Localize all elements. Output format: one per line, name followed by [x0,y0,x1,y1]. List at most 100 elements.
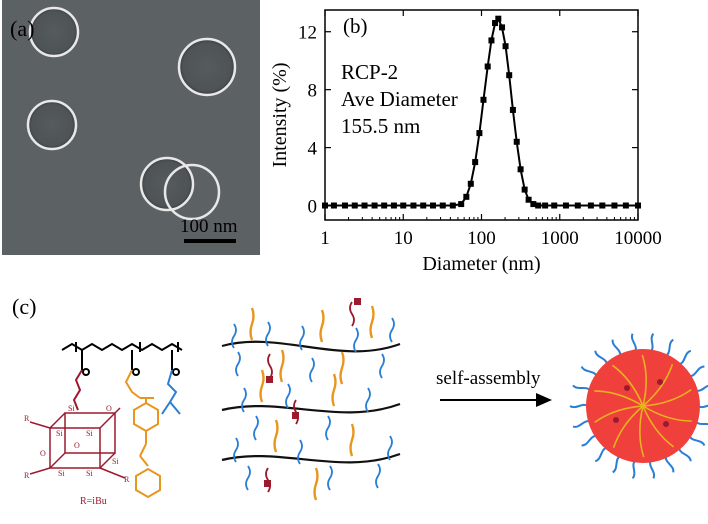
data-point [330,202,337,209]
panel-label-b: (b) [343,14,368,38]
core-chain [639,405,645,458]
y-tick-label: 8 [308,81,318,102]
data-point [480,96,487,103]
svg-text:R: R [124,475,130,484]
corona-chain [649,333,655,353]
series-line [325,16,638,207]
corona-chain [631,459,637,479]
corona-chain [630,333,637,353]
data-point [476,130,483,137]
svg-text:Si: Si [86,429,93,438]
corona-chain [664,455,675,473]
corona-chain [572,384,591,392]
x-tick-label: 10 [394,228,413,249]
y-tick-label: 4 [308,139,318,160]
data-point [599,202,606,209]
data-point [611,202,618,209]
x-tick-label: 100 [467,228,496,249]
svg-text:Si: Si [112,457,119,466]
arrow-icon [440,393,552,407]
corona-chain [665,338,674,357]
corona-chain [678,447,692,462]
dls-chart-panel: 1 10 100 1000 10000 0 4 8 12 Diameter (nm) Intensi… [262,0,708,290]
particle [177,37,237,97]
corona-chain [594,446,608,463]
core-chain [594,405,644,424]
polymer-chains [221,298,401,501]
corona-chain [594,350,608,365]
svg-text:Si: Si [58,469,65,478]
data-point [513,138,520,145]
corona-chain [572,420,591,428]
annotation-line: Ave Diameter [341,87,458,111]
data-point [509,106,516,113]
data-point [530,201,537,208]
y-tick-label: 0 [308,197,318,218]
svg-text:Si: Si [56,429,63,438]
data-point [390,202,397,209]
data-point [622,202,629,209]
data-point [322,202,328,209]
data-point [542,202,549,209]
data-point [574,202,581,209]
svg-text:Si: Si [86,469,93,478]
poss-atom-labels: R Si Si Si O O Si Si Si R R O [24,404,130,484]
core-chain [611,364,644,407]
data-point [458,201,465,208]
core-chain [594,390,644,407]
corona-chain [689,365,705,378]
data-point [525,196,532,203]
dls-chart: 1 10 100 1000 10000 0 4 8 12 Diameter (nm) Intensi… [269,9,662,275]
data-point [472,159,479,166]
data-point [420,202,427,209]
data-point [371,202,378,209]
poss-cage [29,407,126,479]
data-point [495,15,502,22]
data-point [430,202,437,209]
data-point [587,202,594,209]
svg-text:R: R [24,414,30,423]
data-point [521,186,528,193]
corona-chain [649,459,656,479]
micelle-core-chains [594,354,692,458]
tem-image-panel: (a) 100 nm [2,0,260,255]
data-point [400,202,407,209]
svg-text:Si: Si [68,404,75,413]
data-point [439,202,446,209]
tem-micrograph [2,0,260,255]
data-point [635,202,641,209]
svg-text:O: O [106,404,112,413]
svg-text:O: O [74,441,80,450]
data-point [499,24,506,31]
data-point [341,202,348,209]
corona-chain [611,339,622,357]
particle [163,163,221,221]
data-point [351,202,358,209]
panel-label-c: (c) [12,294,36,319]
polymer-structure: R Si Si Si O O Si Si Si R R O [24,342,183,499]
particle [28,6,80,58]
x-axis-label: Diameter (nm) [422,253,540,275]
panel-label-a: (a) [10,16,35,41]
x-tick-label: 1 [320,228,330,249]
y-axis-label: Intensity (%) [269,63,291,168]
data-point [484,63,491,70]
data-point [506,72,513,79]
data-point [381,202,388,209]
annotation-line: 155.5 nm [341,114,420,138]
corona-chain [581,434,597,447]
data-point [562,202,569,209]
core-chain [642,405,675,448]
substituent-label: R=iBu [80,496,107,507]
core-chain [641,354,647,407]
particle [26,99,78,151]
data-point [361,202,368,209]
data-point [535,202,542,209]
schematic-svg: (c) [12,294,708,507]
data-point [467,180,474,187]
data-point [488,37,495,44]
svg-text:O: O [40,449,46,458]
data-point [502,43,509,50]
data-point [449,202,456,209]
micelle-poss-dots [613,379,669,427]
